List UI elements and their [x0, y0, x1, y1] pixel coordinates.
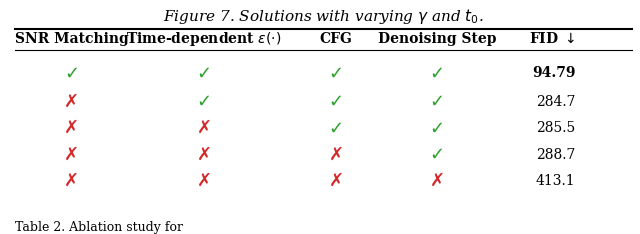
Text: ✓: ✓: [329, 64, 344, 82]
Text: ✗: ✗: [196, 119, 211, 137]
Text: ✗: ✗: [64, 172, 79, 190]
Text: 94.79: 94.79: [532, 66, 575, 80]
Text: Time-dependent $\epsilon(\cdot)$: Time-dependent $\epsilon(\cdot)$: [126, 30, 282, 48]
Text: ✓: ✓: [329, 93, 344, 111]
Text: ✗: ✗: [64, 146, 79, 164]
Text: ✗: ✗: [196, 146, 211, 164]
Text: ✗: ✗: [64, 119, 79, 137]
Text: ✓: ✓: [429, 93, 445, 111]
Text: CFG: CFG: [320, 32, 353, 46]
Text: ✗: ✗: [196, 172, 211, 190]
Text: 413.1: 413.1: [536, 174, 575, 188]
Text: Figure 7. Solutions with varying $\gamma$ and $t_0$.: Figure 7. Solutions with varying $\gamma…: [163, 7, 484, 26]
Text: 284.7: 284.7: [536, 95, 575, 109]
Text: SNR Matching: SNR Matching: [15, 32, 129, 46]
Text: ✓: ✓: [196, 64, 211, 82]
Text: Denoising Step: Denoising Step: [378, 32, 496, 46]
Text: ✗: ✗: [64, 93, 79, 111]
Text: ✓: ✓: [329, 119, 344, 137]
Text: Table 2. Ablation study for: Table 2. Ablation study for: [15, 221, 183, 234]
Text: ✗: ✗: [429, 172, 445, 190]
Text: 285.5: 285.5: [536, 121, 575, 135]
Text: ✓: ✓: [429, 146, 445, 164]
Text: ✓: ✓: [64, 64, 79, 82]
Text: ✓: ✓: [429, 64, 445, 82]
Text: ✓: ✓: [196, 93, 211, 111]
Text: ✓: ✓: [429, 119, 445, 137]
Text: FID $\downarrow$: FID $\downarrow$: [529, 32, 575, 46]
Text: ✗: ✗: [329, 172, 344, 190]
Text: 288.7: 288.7: [536, 148, 575, 162]
Text: ✗: ✗: [329, 146, 344, 164]
